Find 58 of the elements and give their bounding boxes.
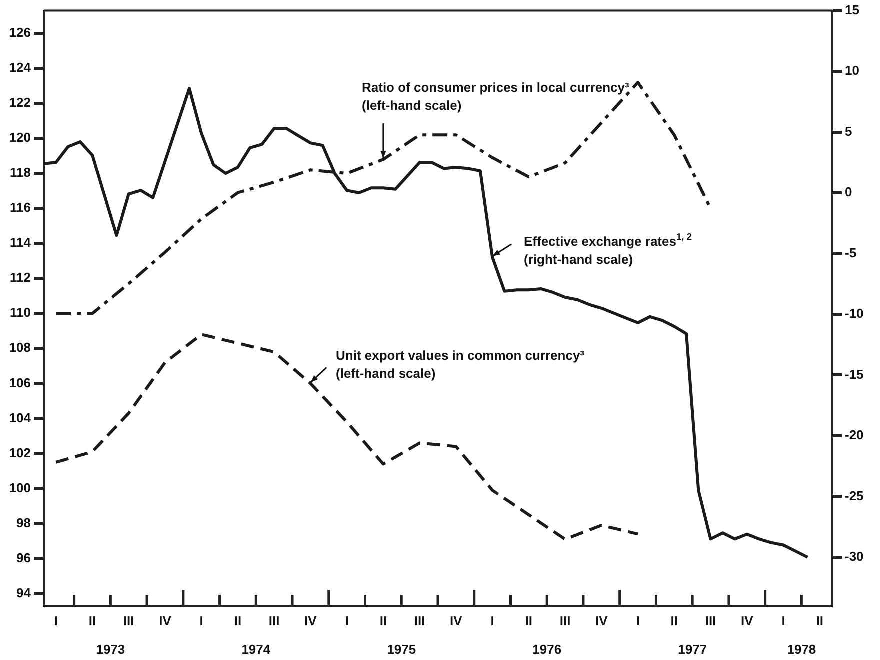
y2-tick-label: 10: [845, 63, 860, 78]
x-tick-label: I: [782, 613, 786, 628]
y-tick-label: 118: [10, 165, 31, 180]
y-tick-label: 98: [16, 515, 31, 530]
x-tick-label: II: [525, 613, 533, 628]
x-tick-label: III: [560, 613, 571, 628]
text: 1973: [96, 642, 126, 657]
y2-tick-label: 5: [845, 124, 852, 139]
y-tick-label: 104: [9, 410, 32, 426]
y2-tick-label: 15: [845, 2, 860, 18]
y-tick-label: 108: [9, 340, 31, 356]
x-tick-label: I: [490, 613, 494, 628]
text: 1977: [678, 642, 708, 657]
x-tick-label: IV: [159, 613, 172, 628]
y-tick-label: 110: [10, 305, 31, 320]
y2-tick-label: -15: [845, 366, 864, 382]
x-tick-label: III: [123, 613, 134, 628]
y2-tick-label: 0: [845, 184, 852, 200]
y-tick-label: 116: [10, 200, 31, 216]
y-tick-label: 126: [9, 25, 31, 40]
series-label: Unit export values in common currency³ (left-hand scale): [336, 348, 586, 381]
y-tick-label: 122: [9, 95, 31, 110]
text: 1978: [787, 642, 816, 657]
y2-tick-label: -20: [845, 428, 864, 443]
x-tick-label: III: [414, 613, 426, 628]
y2-tick-label: -30: [845, 548, 864, 564]
series-label: Ratio of consumer prices in local currency³ (left-hand scale): [362, 80, 630, 113]
y2-tick-label: -10: [845, 306, 864, 322]
x-tick-label: I: [200, 613, 204, 628]
x-tick-label: II: [670, 613, 678, 628]
x-tick-label: II: [816, 613, 824, 628]
y-tick-label: 120: [9, 130, 31, 146]
x-tick-label: IV: [450, 613, 463, 628]
x-tick-label: I: [54, 613, 58, 628]
y-tick-label: 100: [9, 480, 31, 496]
y2-tick-label: -25: [845, 488, 864, 504]
x-tick-label: II: [380, 613, 388, 628]
text: 1976: [532, 642, 562, 657]
x-tick-label: IV: [304, 613, 318, 628]
text: 1974: [242, 642, 272, 657]
y-tick-label: 112: [10, 270, 31, 286]
x-tick-label: II: [234, 613, 242, 628]
x-tick-label: II: [88, 613, 96, 628]
y-tick-label: 106: [9, 375, 31, 390]
x-tick-label: III: [705, 613, 716, 628]
y-tick-label: 124: [9, 60, 32, 76]
y-tick-label: 94: [16, 585, 32, 600]
text: 1975: [387, 642, 416, 657]
x-tick-label: I: [345, 613, 349, 628]
x-tick-label: IV: [740, 613, 754, 628]
x-tick-label: I: [636, 613, 640, 628]
y-tick-label: 102: [9, 445, 31, 460]
y2-tick-label: -5: [845, 245, 857, 260]
line-series: [54, 333, 640, 541]
y-tick-label: 96: [16, 550, 31, 566]
x-tick-label: III: [268, 613, 280, 628]
y-tick-label: 114: [10, 235, 32, 250]
x-tick-label: IV: [596, 613, 608, 628]
